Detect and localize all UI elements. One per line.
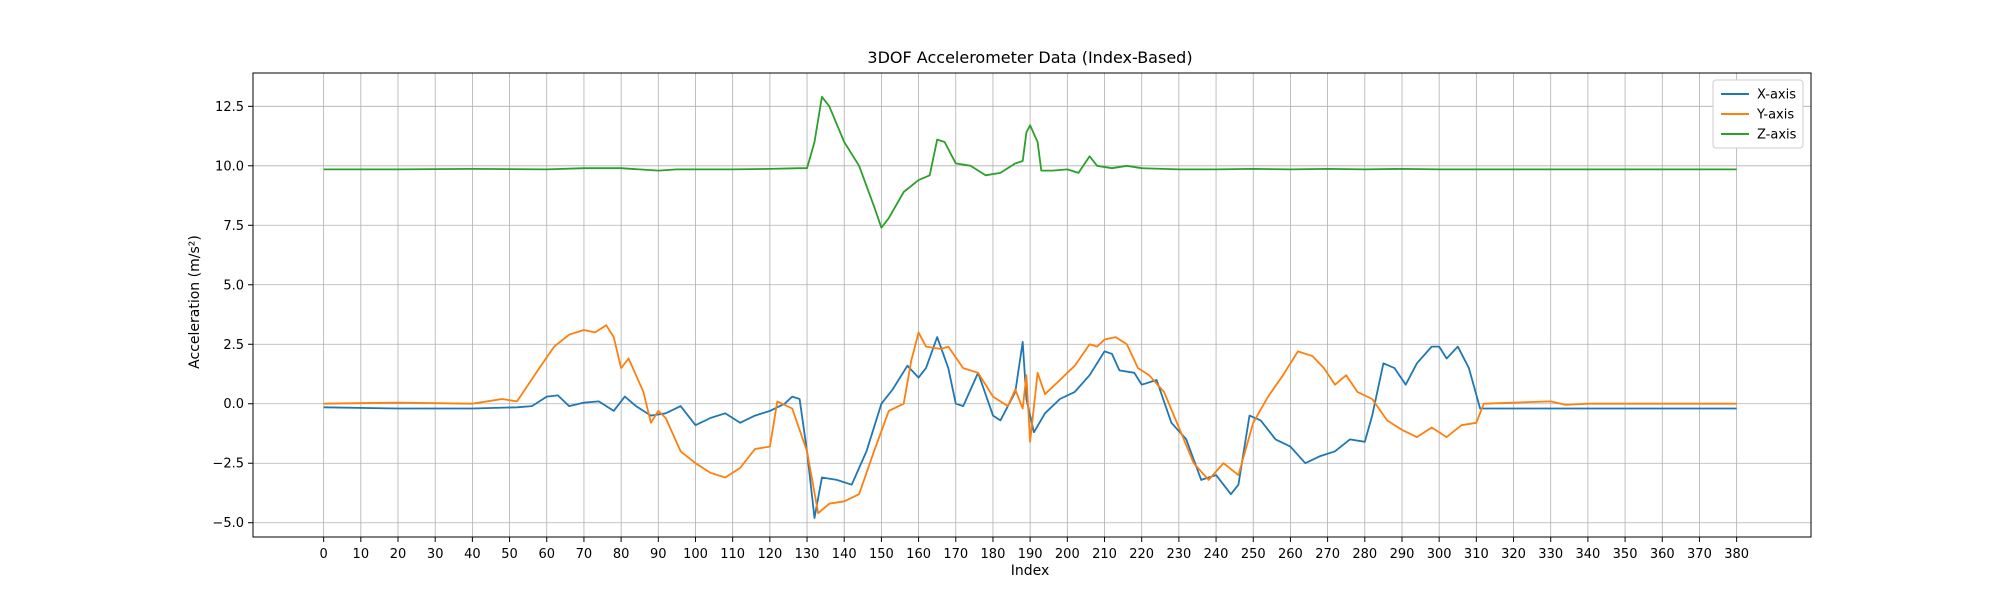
y-tick-label: 2.5 bbox=[223, 338, 244, 353]
plot-frame bbox=[252, 72, 1812, 538]
legend: X-axis Y-axis Z-axis bbox=[1712, 79, 1804, 149]
x-tick-label: 250 bbox=[1241, 547, 1266, 562]
x-tick-label: 100 bbox=[683, 547, 708, 562]
grid bbox=[253, 73, 1811, 537]
x-tick-label: 320 bbox=[1501, 547, 1526, 562]
x-tick-label: 260 bbox=[1278, 547, 1303, 562]
series-line-z-axis bbox=[323, 95, 1737, 229]
x-tick-label: 310 bbox=[1464, 547, 1489, 562]
legend-box bbox=[1712, 79, 1804, 149]
x-tick-label: 150 bbox=[869, 547, 894, 562]
x-tick-label: 110 bbox=[720, 547, 745, 562]
x-tick-label: 350 bbox=[1613, 547, 1638, 562]
x-tick-label: 50 bbox=[501, 547, 518, 562]
x-tick-label: 60 bbox=[538, 547, 555, 562]
y-tick-label: 12.5 bbox=[215, 100, 244, 115]
x-tick-label: 120 bbox=[757, 547, 782, 562]
x-tick-label: 210 bbox=[1092, 547, 1117, 562]
x-tick-label: 360 bbox=[1650, 547, 1675, 562]
x-tick-label: 170 bbox=[943, 547, 968, 562]
x-tick-label: 90 bbox=[650, 547, 667, 562]
x-tick-label: 180 bbox=[981, 547, 1006, 562]
y-axis-label: Acceleration (m/s²) bbox=[187, 235, 203, 369]
x-tick-label: 220 bbox=[1129, 547, 1154, 562]
x-tick-label: 0 bbox=[320, 547, 328, 562]
y-tick-label: −2.5 bbox=[212, 457, 244, 472]
y-tick-label: −5.0 bbox=[212, 516, 244, 531]
x-tick-label: 40 bbox=[464, 547, 481, 562]
x-tick-label: 230 bbox=[1166, 547, 1191, 562]
y-tick-label: 7.5 bbox=[223, 219, 244, 234]
x-tick-label: 280 bbox=[1352, 547, 1377, 562]
series-line-y-axis bbox=[323, 324, 1737, 515]
legend-label: Y-axis bbox=[1756, 108, 1794, 123]
legend-label: Z-axis bbox=[1757, 128, 1797, 143]
x-tick-label: 240 bbox=[1204, 547, 1229, 562]
x-axis-label: Index bbox=[1011, 563, 1050, 579]
x-tick-label: 80 bbox=[613, 547, 630, 562]
legend-label: X-axis bbox=[1757, 88, 1796, 103]
x-tick-label: 380 bbox=[1724, 547, 1749, 562]
x-axis-ticks: 0 10 20 30 40 50 60 70 80 90 100 110 120 130 140 150 160… bbox=[320, 537, 1749, 562]
x-tick-label: 160 bbox=[906, 547, 931, 562]
x-tick-label: 70 bbox=[576, 547, 593, 562]
x-tick-label: 300 bbox=[1427, 547, 1452, 562]
x-tick-label: 190 bbox=[1018, 547, 1043, 562]
x-tick-label: 340 bbox=[1575, 547, 1600, 562]
y-tick-label: 10.0 bbox=[215, 159, 244, 174]
y-axis-ticks: −5.0 −2.5 0.0 2.5 5.0 7.5 10.0 12.5 bbox=[212, 100, 253, 531]
y-tick-label: 5.0 bbox=[223, 278, 244, 293]
x-tick-label: 270 bbox=[1315, 547, 1340, 562]
series-lines bbox=[323, 95, 1737, 519]
x-tick-label: 200 bbox=[1055, 547, 1080, 562]
x-tick-label: 140 bbox=[832, 547, 857, 562]
x-tick-label: 10 bbox=[353, 547, 370, 562]
x-tick-label: 20 bbox=[390, 547, 407, 562]
y-tick-label: 0.0 bbox=[223, 397, 244, 412]
x-tick-label: 290 bbox=[1390, 547, 1415, 562]
x-tick-label: 130 bbox=[795, 547, 820, 562]
x-tick-label: 370 bbox=[1687, 547, 1712, 562]
x-tick-label: 30 bbox=[427, 547, 444, 562]
chart-title: 3DOF Accelerometer Data (Index-Based) bbox=[867, 48, 1192, 67]
x-tick-label: 330 bbox=[1538, 547, 1563, 562]
